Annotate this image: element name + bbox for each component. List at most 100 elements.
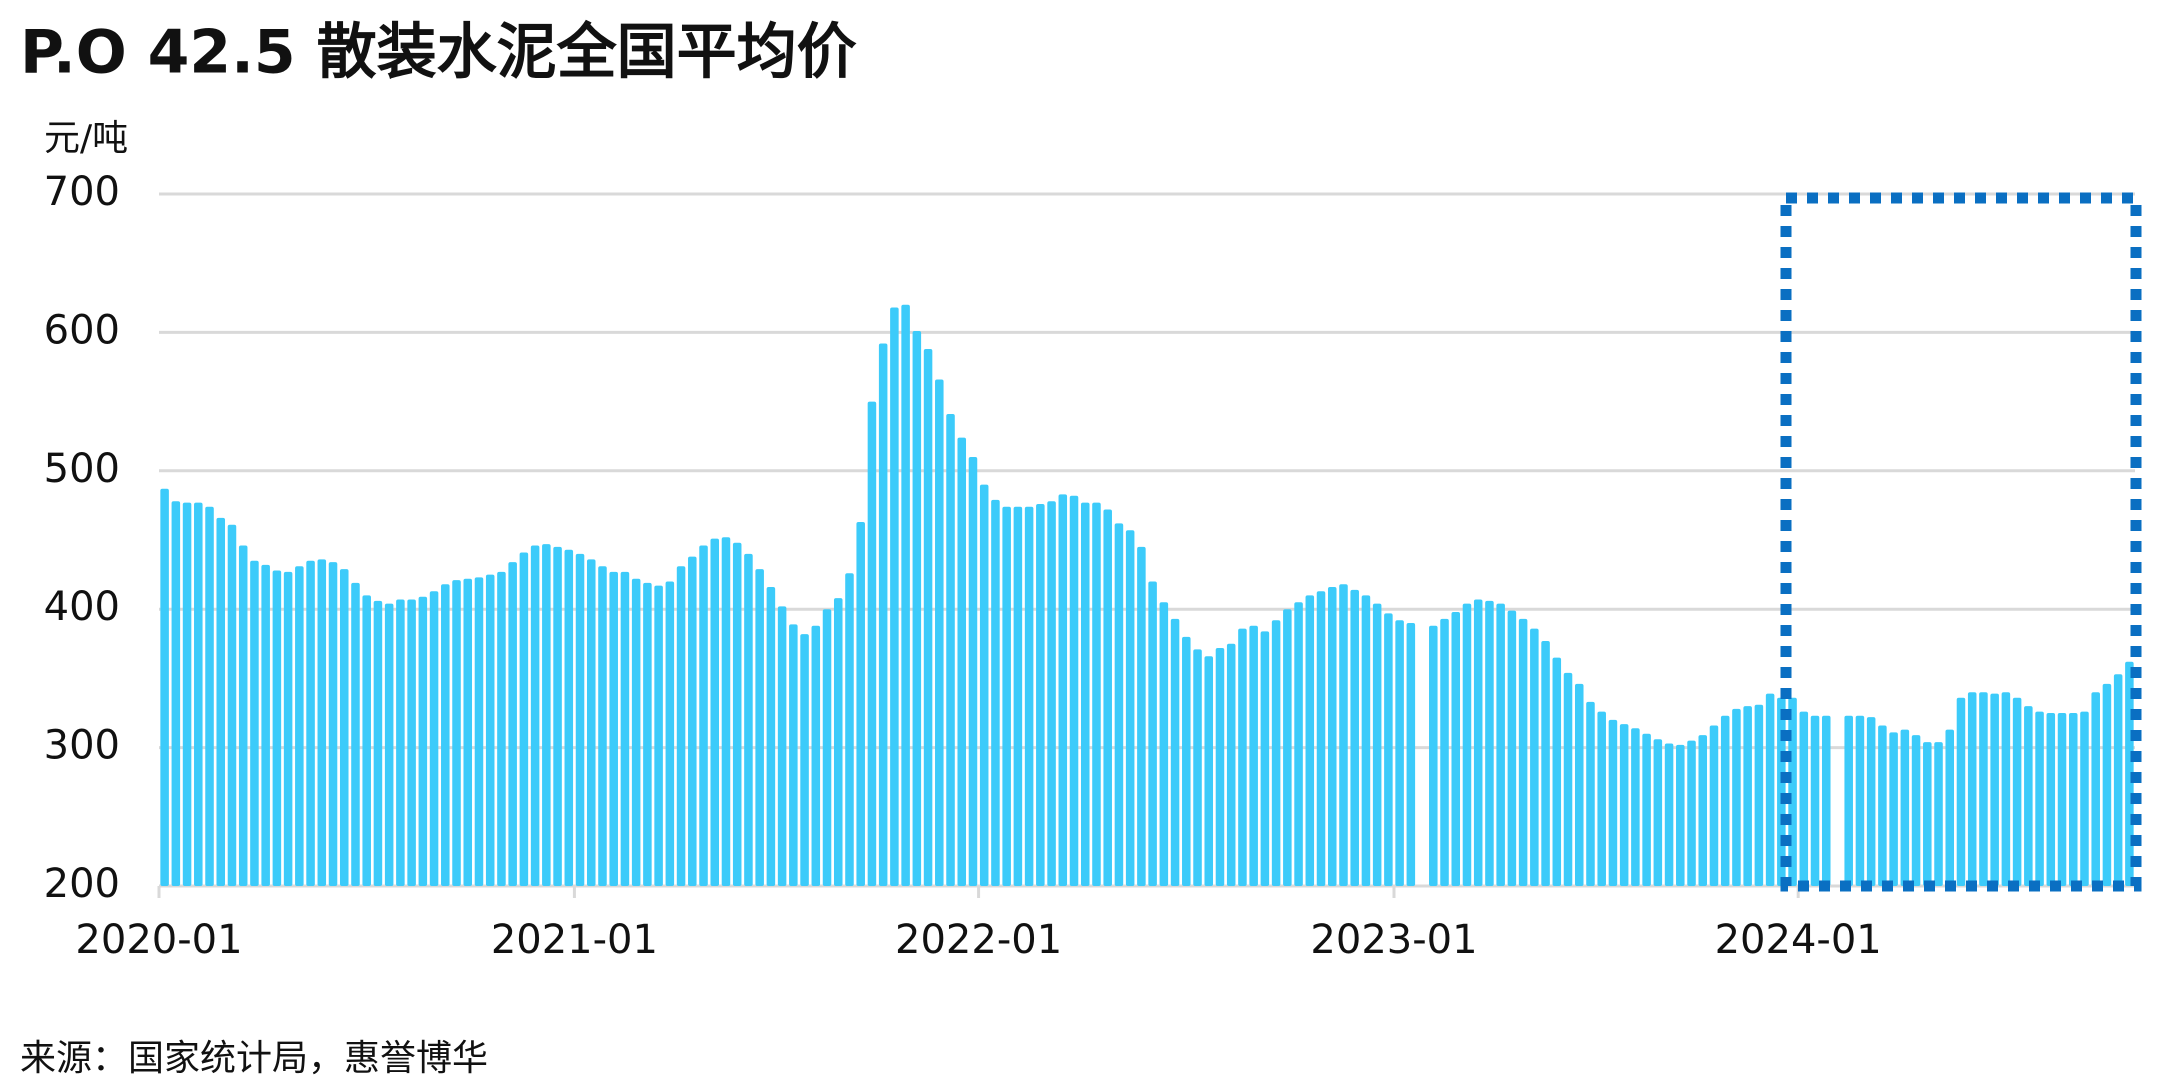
bar — [2012, 697, 2022, 886]
bar — [328, 562, 338, 886]
bar — [1530, 628, 1539, 886]
x-tick-label: 2021-01 — [491, 917, 658, 963]
bar — [968, 456, 978, 886]
bar — [564, 549, 574, 886]
bar — [586, 559, 596, 886]
bar — [2001, 692, 2011, 886]
bar — [1541, 641, 1550, 886]
x-tick-label: 2023-01 — [1310, 917, 1477, 963]
bar — [373, 600, 383, 886]
bar — [1462, 603, 1472, 886]
bar — [609, 571, 618, 886]
bar — [1586, 701, 1595, 886]
bar — [1900, 729, 1910, 886]
bar — [721, 537, 731, 886]
bar — [1283, 609, 1292, 886]
bar — [295, 566, 304, 886]
bar — [1294, 602, 1303, 886]
bar — [1619, 724, 1629, 886]
bar — [1249, 625, 1258, 886]
bar — [1754, 704, 1764, 886]
bar — [1473, 599, 1483, 886]
bar — [1507, 610, 1517, 886]
bar — [777, 606, 787, 886]
bar — [1518, 618, 1528, 886]
bar — [1844, 715, 1853, 886]
bar — [171, 501, 181, 886]
bar — [1664, 743, 1674, 886]
bar — [1889, 732, 1898, 886]
bar — [261, 564, 270, 886]
bar — [1485, 600, 1494, 886]
bar — [1720, 715, 1730, 886]
bar — [396, 599, 405, 886]
bar — [452, 580, 461, 886]
bar — [699, 545, 708, 886]
bar — [1114, 523, 1124, 886]
bar — [1384, 613, 1393, 886]
bar — [227, 524, 237, 886]
bar — [1013, 506, 1023, 886]
bar — [766, 587, 776, 886]
bar — [2035, 711, 2044, 886]
bar — [631, 578, 641, 886]
y-tick-label: 400 — [44, 584, 120, 630]
bar — [1799, 711, 1809, 886]
bar — [1182, 636, 1191, 886]
bar — [654, 585, 663, 886]
bar — [2080, 711, 2089, 886]
bar — [1642, 733, 1651, 886]
bar — [811, 625, 821, 886]
bar — [1350, 589, 1359, 886]
bar — [856, 522, 865, 886]
bar — [429, 591, 439, 886]
bar — [1024, 506, 1034, 886]
bar — [530, 545, 540, 886]
bar — [665, 581, 675, 886]
bar — [598, 566, 607, 886]
y-tick-label: 700 — [44, 169, 120, 215]
bar — [979, 484, 989, 886]
bar — [575, 553, 585, 886]
bar — [1597, 711, 1606, 886]
bar — [901, 304, 910, 887]
bar — [1631, 728, 1640, 886]
bar — [485, 574, 495, 886]
bar — [991, 499, 1000, 886]
bar — [1204, 656, 1214, 886]
bar — [272, 570, 282, 886]
bar — [407, 599, 416, 886]
bar — [351, 582, 360, 886]
bar — [418, 596, 428, 886]
bar — [182, 502, 192, 886]
bar — [194, 502, 203, 886]
bar — [620, 571, 630, 886]
bar — [800, 634, 809, 886]
bar — [1451, 611, 1461, 886]
bar — [957, 437, 967, 886]
bar — [1676, 744, 1685, 886]
bar — [362, 595, 371, 886]
bar — [1271, 620, 1281, 886]
bar — [1159, 602, 1169, 886]
bar — [755, 569, 764, 886]
bar — [1103, 509, 1112, 886]
bar — [1137, 546, 1146, 886]
bar — [1923, 742, 1932, 886]
bar — [890, 307, 899, 886]
highlight-box — [1780, 192, 2142, 892]
bar — [1002, 506, 1011, 886]
bar — [474, 577, 484, 886]
bar — [1406, 623, 1416, 886]
bar — [1305, 595, 1315, 886]
bar — [1125, 530, 1135, 886]
bar — [1327, 587, 1337, 886]
bar — [519, 552, 529, 886]
bar — [1687, 740, 1696, 886]
bar — [1069, 495, 1079, 886]
x-tick-label: 2024-01 — [1715, 917, 1882, 963]
bar — [1238, 628, 1247, 886]
bar — [216, 517, 226, 886]
bar — [1226, 643, 1236, 886]
bar — [845, 573, 854, 886]
